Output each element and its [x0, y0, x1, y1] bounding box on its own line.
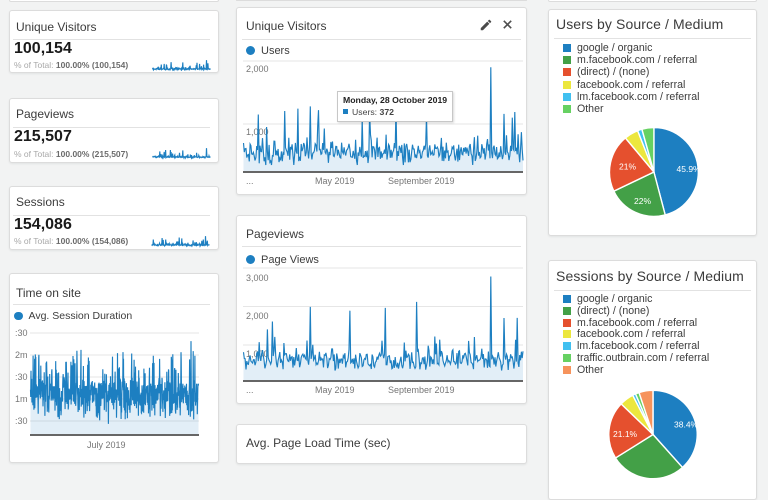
svg-text:45.9%: 45.9% — [677, 164, 702, 174]
svg-text:22%: 22% — [634, 196, 651, 206]
svg-text:38.4%: 38.4% — [674, 420, 699, 430]
svg-text:21%: 21% — [619, 161, 636, 171]
svg-text:21.1%: 21.1% — [613, 429, 638, 439]
